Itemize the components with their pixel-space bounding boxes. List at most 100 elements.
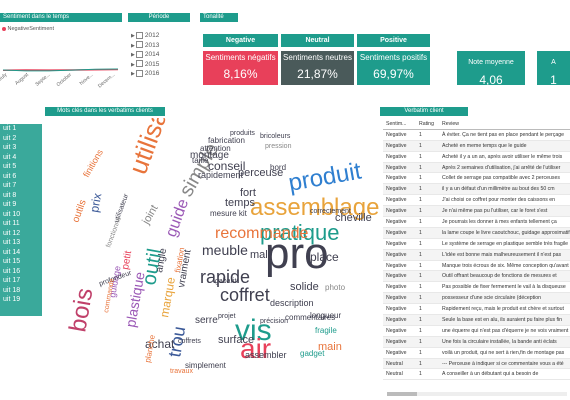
word-cloud-term[interactable]: air [240, 333, 271, 364]
product-item[interactable]: uit 9 [3, 201, 17, 208]
word-cloud-term[interactable]: bord [270, 163, 286, 172]
product-item[interactable]: uit 3 [3, 144, 17, 151]
table-row[interactable]: Negative 1 J'ai choisi ce coffret pour mon… [383, 194, 570, 207]
expand-arrow-icon[interactable]: ▶ [131, 52, 135, 58]
word-cloud-term[interactable]: fixation [173, 247, 186, 274]
word-cloud-term[interactable]: rapide [200, 267, 250, 287]
word-cloud-term[interactable]: correctement [310, 208, 351, 215]
checkbox[interactable] [135, 50, 143, 58]
word-cloud-term[interactable]: produit [286, 158, 363, 197]
word-cloud-term[interactable]: gadget [300, 349, 325, 358]
checkbox[interactable] [135, 60, 143, 68]
product-item[interactable]: uit 15 [3, 258, 21, 265]
product-item[interactable]: uit 1 [3, 125, 17, 132]
product-item[interactable]: uit 11 [3, 220, 20, 227]
checkbox[interactable] [135, 31, 143, 39]
word-cloud-term[interactable]: bois [64, 286, 98, 334]
word-cloud-term[interactable]: finitions [81, 147, 105, 179]
word-cloud-term[interactable]: achat [145, 337, 175, 351]
word-cloud-term[interactable]: prix [87, 192, 104, 213]
word-cloud-term[interactable]: guide [163, 197, 192, 240]
word-cloud-term[interactable]: assembler [245, 350, 287, 360]
product-item[interactable]: uit 8 [3, 191, 17, 199]
expand-arrow-icon[interactable]: ▶ [131, 33, 135, 39]
word-cloud-term[interactable]: pression [265, 143, 292, 150]
word-cloud-term[interactable]: angle [154, 247, 169, 273]
word-cloud-term[interactable]: montage [190, 150, 229, 161]
word-cloud-term[interactable]: perceuse [238, 167, 283, 179]
word-cloud-term[interactable]: longueur [310, 311, 341, 320]
period-item[interactable]: ▶ 2015 [131, 60, 160, 68]
word-cloud-term[interactable]: commentaires [285, 313, 335, 322]
table-row[interactable]: Negative 1 À éviter. Ça ne tient pas en pl… [383, 129, 570, 141]
word-cloud-term[interactable]: utilisation [122, 118, 187, 178]
word-cloud-term[interactable]: main [318, 341, 342, 353]
word-cloud-term[interactable]: surface [218, 334, 254, 346]
col-sentiment[interactable]: Sentim... [383, 119, 416, 130]
word-cloud-term[interactable]: précision [260, 318, 288, 325]
table-row[interactable]: Neutral 1 --- Perceuse à indiquer si ce co… [383, 358, 570, 370]
product-item[interactable]: uit 10 [3, 210, 21, 218]
table-row[interactable]: Negative 1 Après 2 semaines d'utilisation,… [383, 162, 570, 174]
product-item[interactable]: uit 13 [3, 239, 21, 246]
word-cloud-term[interactable]: coffret [220, 285, 270, 305]
expand-arrow-icon[interactable]: ▶ [131, 61, 135, 68]
table-row[interactable]: Negative 1 voilà un produit, qui ne sert à… [383, 347, 570, 359]
horizontal-scrollbar[interactable] [387, 392, 567, 396]
table-row[interactable]: Negative 1 Pas possible de fixer fermement… [383, 281, 570, 294]
table-row[interactable]: Negative 1 Acheté il y a un an, après avoi… [383, 151, 570, 163]
word-cloud-term[interactable]: pro [265, 229, 329, 278]
table-row[interactable]: Negative 1 Outil offrant beaucoup de fonct… [383, 270, 570, 283]
table-row[interactable]: Neutral 1 A conseiller à un débutant qui a… [383, 368, 570, 381]
word-cloud-term[interactable]: simplement [185, 361, 227, 370]
word-cloud-term[interactable]: fabrication [208, 136, 245, 145]
expand-arrow-icon[interactable]: ▶ [131, 42, 135, 49]
word-cloud-term[interactable]: coffrets [178, 338, 201, 345]
col-rating[interactable]: Rating [415, 119, 439, 130]
table-row[interactable]: Negative 1 Manque trois écrous de six. Mêm… [383, 260, 570, 272]
period-item[interactable]: ▶ 2014 [131, 50, 160, 58]
word-cloud-term[interactable]: produits [230, 130, 255, 137]
word-cloud-term[interactable]: rapidement [198, 170, 244, 180]
product-item[interactable]: uit 12 [3, 229, 21, 237]
word-cloud-term[interactable]: vis [235, 314, 272, 347]
word-cloud-term[interactable]: temps [225, 197, 255, 209]
checkbox[interactable] [135, 41, 143, 49]
word-cloud-term[interactable]: joint [140, 203, 161, 227]
word-cloud-term[interactable]: fragile [315, 326, 337, 335]
word-cloud-term[interactable]: cheville [335, 212, 372, 224]
product-item[interactable]: uit 4 [3, 153, 17, 161]
table-row[interactable]: Negative 1 Rapidement reçu, mais le produi… [383, 303, 570, 316]
table-row[interactable]: Negative 1 Une fois la circulaire installé… [383, 336, 570, 348]
product-item[interactable]: uit 7 [3, 182, 17, 189]
word-cloud-term[interactable]: meuble [202, 242, 248, 258]
table-row[interactable]: Negative 1 Je n'ai même pas pu l'utiliser,… [383, 205, 570, 218]
table-row[interactable]: Negative 1 Acheté en meme temps que le gui… [383, 140, 570, 152]
table-row[interactable]: Negative 1 Le système de serrage en plasti… [383, 238, 570, 250]
expand-arrow-icon[interactable]: ▶ [131, 71, 135, 77]
product-item[interactable]: uit 19 [3, 296, 21, 303]
word-cloud-term[interactable]: place [310, 250, 339, 264]
table-row[interactable]: Negative 1 il y a un défaut d'un millimètr… [383, 183, 570, 196]
word-cloud-term[interactable]: bricoleurs [260, 133, 291, 140]
table-row[interactable]: Negative 1 Seule la base est en alu, ils a… [383, 314, 570, 326]
scrollbar-thumb[interactable] [387, 392, 417, 396]
product-item[interactable]: uit 5 [3, 163, 17, 170]
product-item[interactable]: uit 17 [3, 277, 21, 284]
product-item[interactable]: uit 2 [3, 134, 17, 142]
word-cloud-term[interactable]: fort [240, 187, 256, 199]
word-cloud-term[interactable]: plastique [122, 270, 148, 328]
word-cloud-term[interactable]: mesure kit [210, 209, 248, 218]
word-cloud-term[interactable]: pratique [260, 220, 340, 245]
word-cloud-term[interactable]: attention [200, 144, 231, 153]
word-cloud-term[interactable]: taille [192, 156, 209, 165]
product-item[interactable]: uit 6 [3, 172, 17, 180]
word-cloud-term[interactable]: photo [325, 283, 346, 292]
table-row[interactable]: Negative 1 Je pourrais les donner à mes en… [383, 216, 570, 228]
word-cloud-term[interactable]: solide [290, 281, 319, 293]
checkbox[interactable] [135, 69, 143, 77]
word-cloud-term[interactable]: travaux [170, 368, 193, 375]
word-cloud-term[interactable]: conseil [208, 159, 245, 173]
word-cloud-term[interactable]: serre [195, 315, 218, 326]
word-cloud-term[interactable]: description [270, 298, 314, 308]
